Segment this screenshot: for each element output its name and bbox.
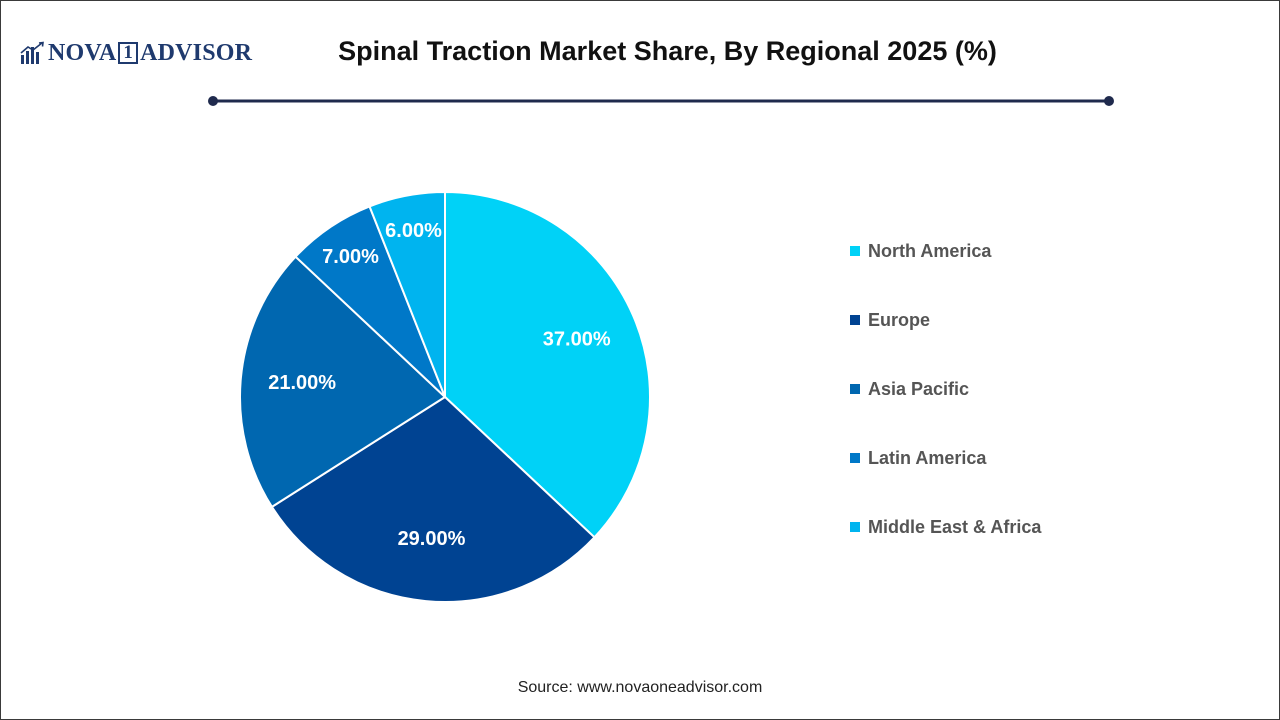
chart-legend: North America Europe Asia Pacific Latin Ame… xyxy=(850,238,1041,583)
data-label-asia-pacific: 21.00% xyxy=(268,372,336,394)
brand-logo: NOVA 1 ADVISOR xyxy=(20,38,252,68)
data-label-europe: 29.00% xyxy=(398,528,466,550)
source-note: Source: www.novaoneadvisor.com xyxy=(517,679,763,696)
legend-swatch xyxy=(850,315,860,325)
pie-slice-asia-pacific xyxy=(239,255,447,509)
legend-item: North America xyxy=(850,238,1041,264)
pie-slice-middle-east-africa xyxy=(368,190,446,398)
logo-text-advisor: ADVISOR xyxy=(140,39,253,66)
pie-slice-europe xyxy=(270,395,596,603)
logo-wordmark: NOVA 1 ADVISOR xyxy=(48,40,252,67)
legend-swatch xyxy=(850,522,860,532)
pie-slice-north-america xyxy=(444,190,651,539)
legend-item: Latin America xyxy=(850,445,1041,471)
title-divider xyxy=(208,96,1114,106)
legend-swatch xyxy=(850,246,860,256)
legend-item: Middle East & Africa xyxy=(850,514,1041,540)
data-label-latin-america: 7.00% xyxy=(322,246,379,268)
legend-item: Europe xyxy=(850,307,1041,333)
legend-item: Asia Pacific xyxy=(850,376,1041,402)
data-label-middle-east-africa: 6.00% xyxy=(385,220,442,242)
legend-swatch xyxy=(850,384,860,394)
chart-title: Spinal Traction Market Share, By Regiona… xyxy=(338,36,997,66)
legend-swatch xyxy=(850,453,860,463)
bar-chart-logo-icon xyxy=(20,41,44,64)
logo-text-box: 1 xyxy=(118,42,139,64)
legend-label: Europe xyxy=(868,309,931,330)
data-label-north-america: 37.00% xyxy=(543,328,611,350)
pie-chart: 37.00% 29.00% 21.00% 7.00% 6.00% xyxy=(239,190,651,603)
logo-text-nova: NOVA xyxy=(48,39,117,66)
legend-label: Latin America xyxy=(868,447,987,468)
legend-label: Middle East & Africa xyxy=(868,516,1042,537)
legend-label: North America xyxy=(868,240,992,261)
legend-label: Asia Pacific xyxy=(868,378,970,399)
